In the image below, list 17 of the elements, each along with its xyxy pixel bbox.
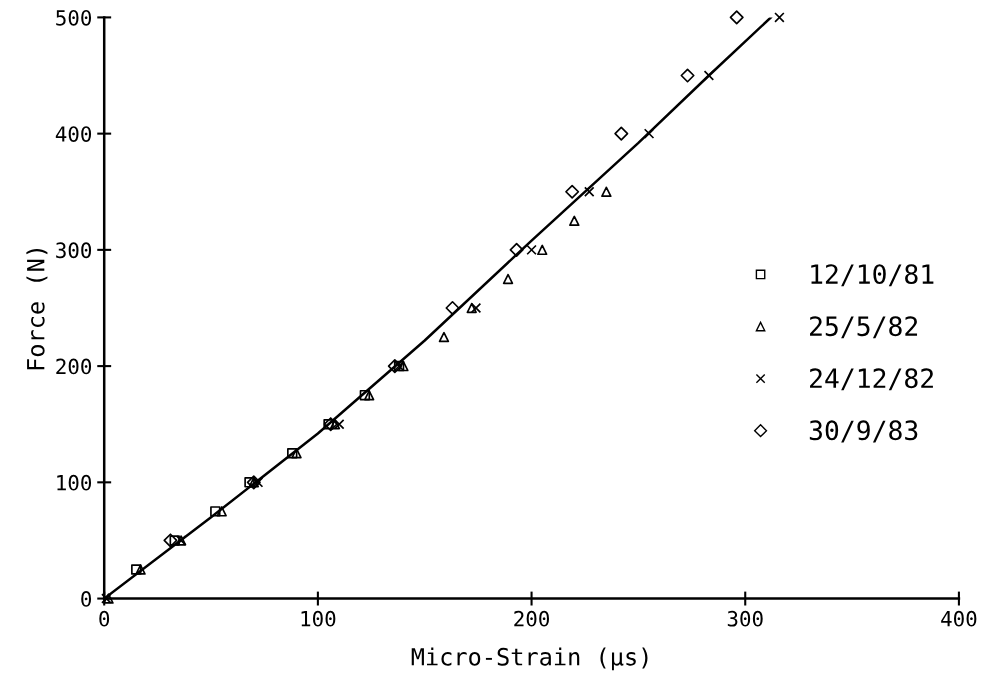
x-axis-title: Micro-Strain (µs) [411,647,648,671]
y-tick-label: 100 [57,474,92,491]
y-tick-label: 500 [56,9,92,26]
x-tick-label: 300 [727,610,763,627]
x-tick-label: 100 [301,610,336,627]
y-axis-title: Force (N) [26,248,48,370]
x-tick-label: 200 [514,610,550,627]
legend-label: 25/5/82 [810,316,918,339]
x-tick-label: 400 [941,610,977,627]
y-tick-label: 400 [55,126,92,142]
y-tick-label: 200 [56,358,92,375]
legend-label: 12/10/81 [811,264,934,287]
legend-label: 30/9/83 [809,420,918,443]
legend-label: 24/12/82 [810,368,933,391]
y-tick-label: 0 [81,591,92,607]
x-tick-label: 0 [99,610,110,627]
y-tick-label: 300 [56,242,92,259]
